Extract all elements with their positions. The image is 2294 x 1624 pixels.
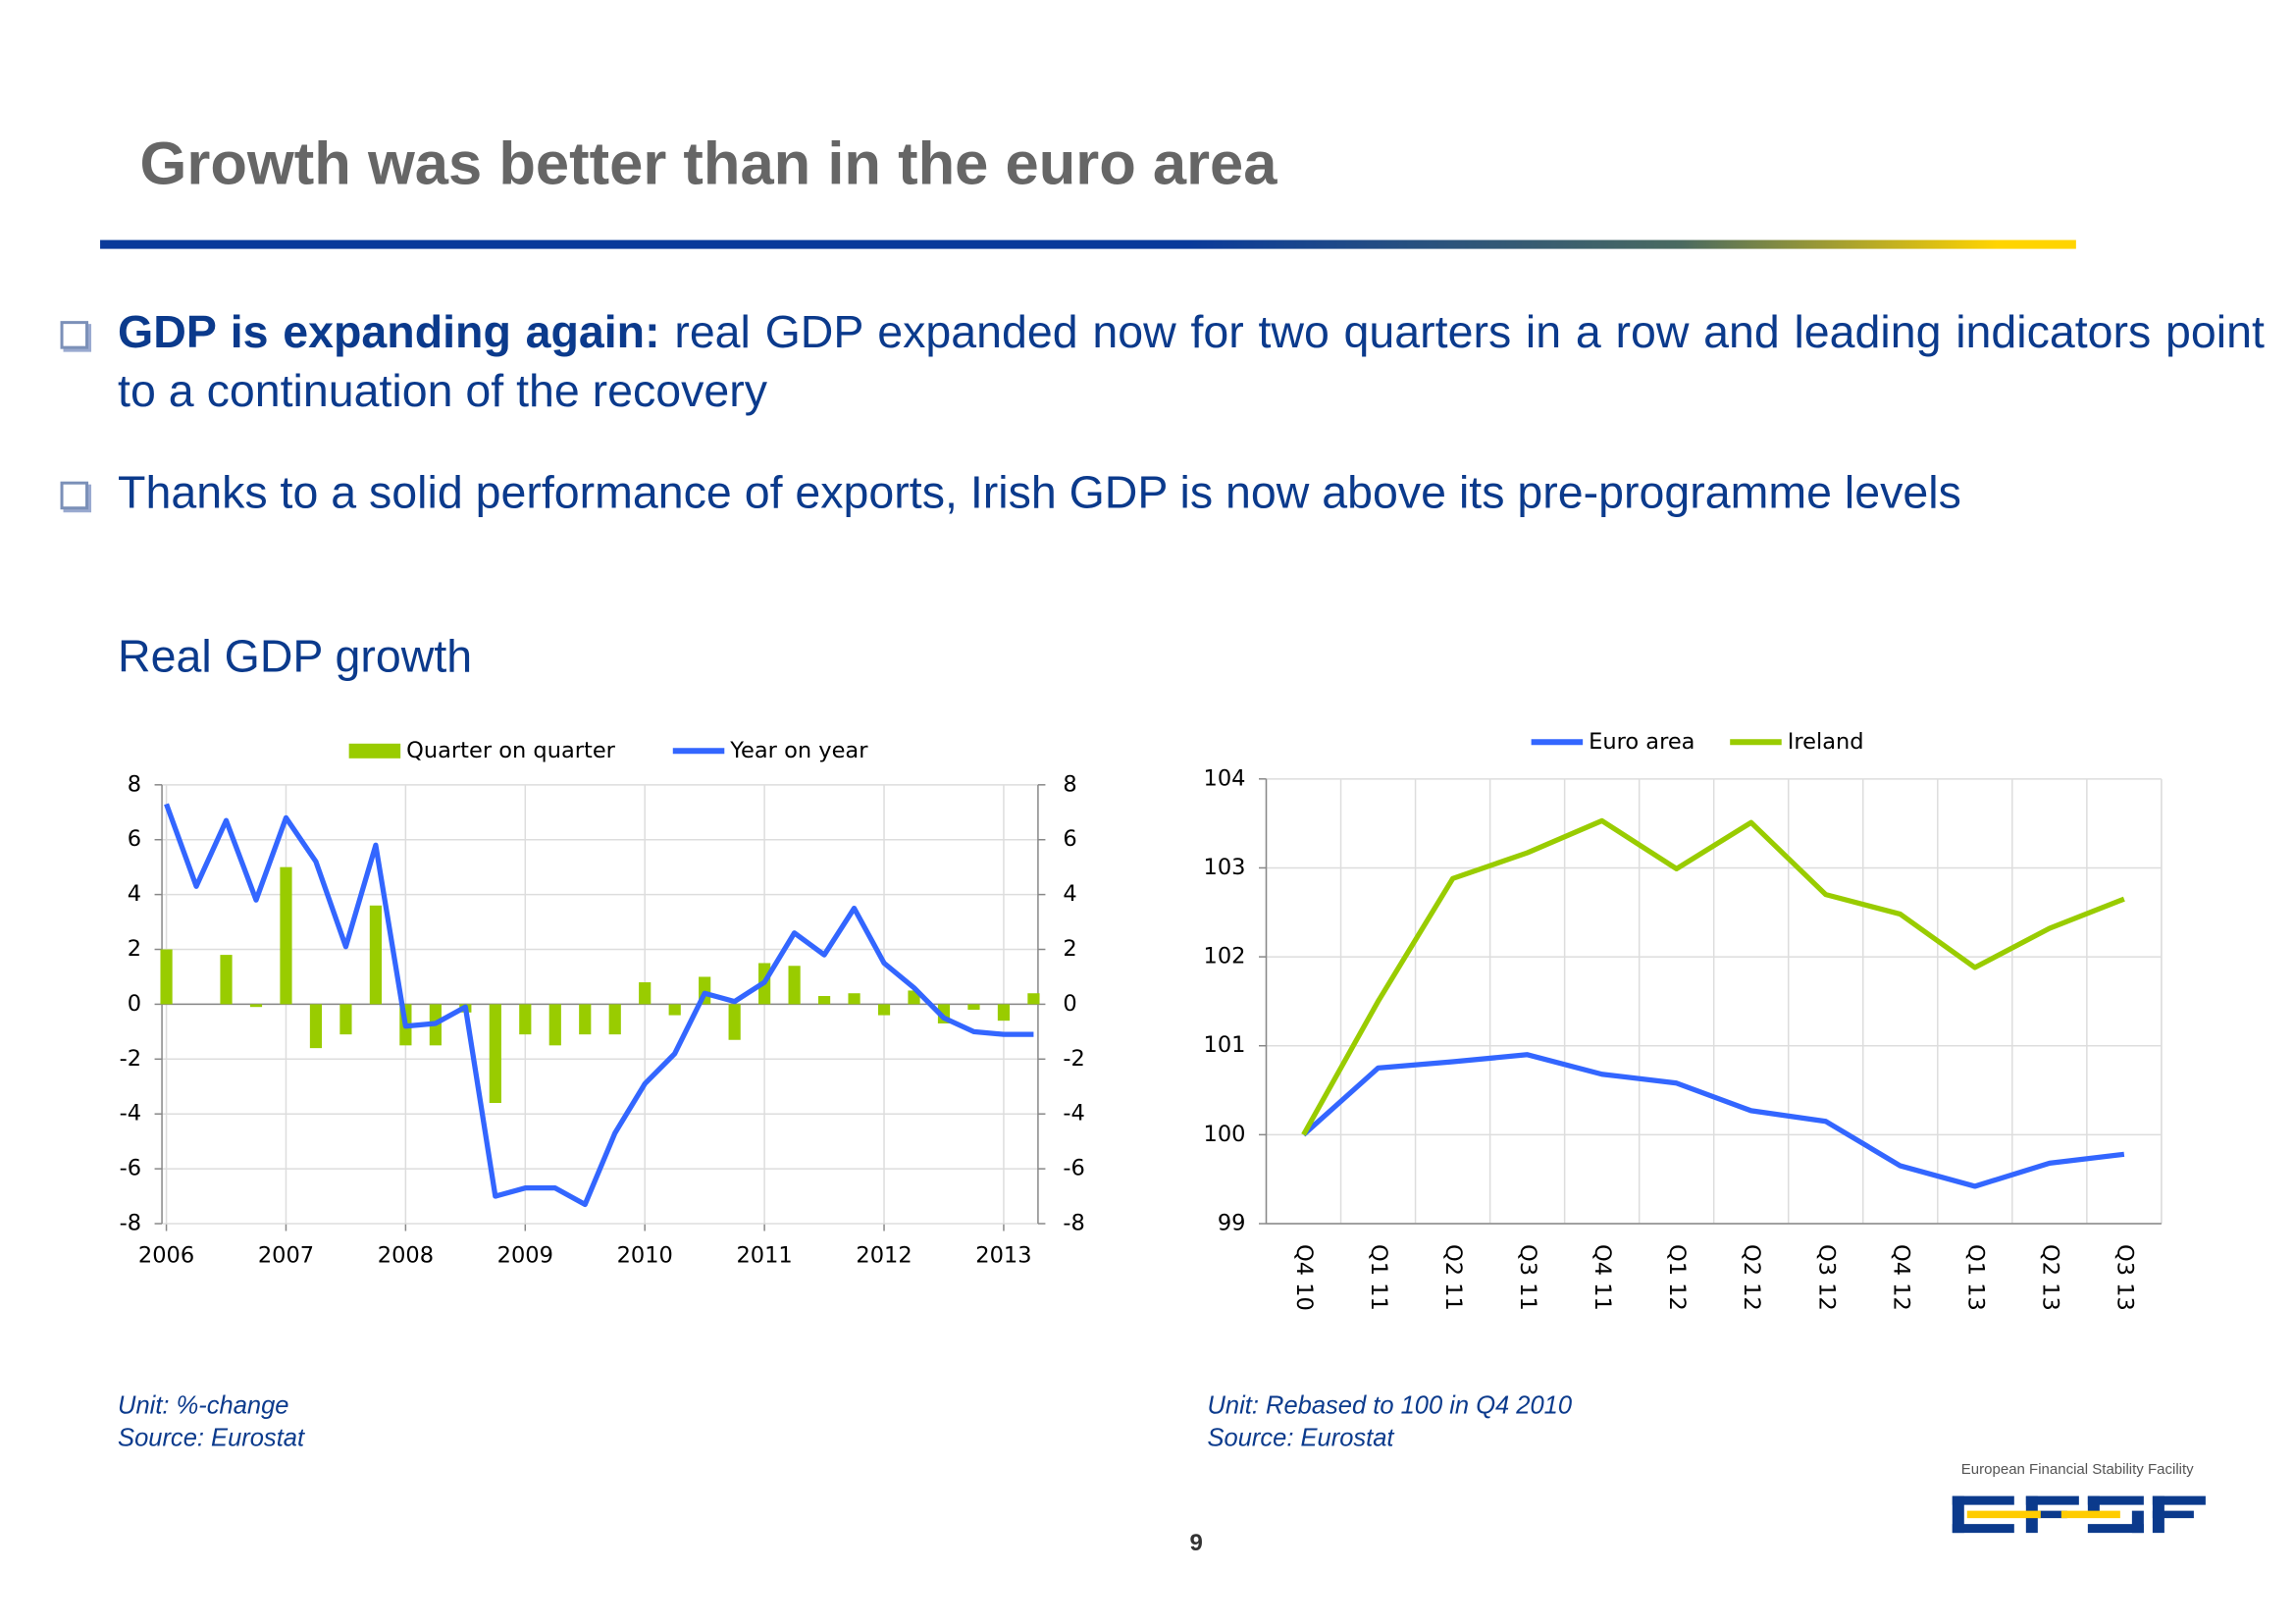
x-tick-label: 2013: [975, 1243, 1031, 1269]
chart-note: Unit: %-change Source: Eurostat: [118, 1390, 304, 1455]
x-tick-label: Q4 10: [1291, 1244, 1317, 1311]
bar: [639, 982, 652, 1005]
bullet-text: real GDP expanded now for two quarters i…: [118, 306, 2265, 417]
bar: [309, 1004, 323, 1049]
y-tick-label: 102: [1204, 944, 1246, 969]
x-tick-label: Q1 11: [1366, 1244, 1391, 1311]
bar: [280, 866, 292, 1005]
bullet-bold: GDP is expanding again:: [118, 306, 660, 358]
section-title: Real GDP growth: [118, 630, 473, 682]
bar: [788, 966, 801, 1005]
bar: [728, 1004, 741, 1040]
y2-tick-label: -2: [1063, 1046, 1084, 1072]
bar: [877, 1004, 891, 1016]
page-number: 9: [1189, 1531, 1203, 1557]
x-tick-label: Q3 12: [1813, 1244, 1839, 1311]
bar: [489, 1004, 501, 1104]
y-tick-label: -8: [120, 1210, 141, 1235]
bar: [249, 1004, 263, 1008]
x-tick-label: 2012: [856, 1243, 912, 1269]
bullet-icon: [60, 481, 89, 510]
x-tick-label: Q2 11: [1440, 1244, 1466, 1311]
x-tick-label: Q4 11: [1590, 1244, 1615, 1311]
y-tick-label: 100: [1204, 1122, 1246, 1147]
y-tick-label: 99: [1218, 1210, 1246, 1235]
x-tick-label: 2006: [138, 1243, 194, 1269]
note-line: Unit: Rebased to 100 in Q4 2010: [1207, 1391, 1573, 1420]
y2-tick-label: 4: [1063, 881, 1076, 907]
x-tick-label: 2007: [258, 1243, 314, 1269]
bullet-icon: [60, 321, 89, 349]
bar: [579, 1004, 592, 1035]
legend-label: Year on year: [729, 738, 868, 763]
bar: [548, 1004, 561, 1046]
logo-caption: European Financial Stability Facility: [1960, 1462, 2194, 1479]
note-line: Source: Eurostat: [1207, 1424, 1394, 1452]
bar: [817, 996, 831, 1005]
y-tick-label: 104: [1204, 765, 1246, 791]
note-line: Unit: %-change: [118, 1391, 289, 1420]
bar: [369, 905, 383, 1005]
y2-tick-label: 0: [1063, 991, 1076, 1017]
x-tick-label: Q2 13: [2037, 1244, 2062, 1311]
x-tick-label: Q3 13: [2112, 1244, 2137, 1311]
y2-tick-label: 2: [1063, 936, 1076, 962]
bar: [1027, 993, 1040, 1005]
logo: [1952, 1495, 2206, 1534]
bullet: GDP is expanding again: real GDP expande…: [118, 303, 2265, 421]
y-tick-label: 6: [128, 826, 141, 852]
y-tick-label: -6: [120, 1156, 141, 1181]
y-tick-label: 101: [1204, 1032, 1246, 1058]
y-tick-label: 2: [128, 936, 141, 962]
line: [1301, 1052, 2125, 1189]
x-tick-label: 2009: [497, 1243, 553, 1269]
y2-tick-label: -6: [1063, 1156, 1084, 1181]
bullet: Thanks to a solid performance of exports…: [118, 464, 2265, 523]
bar: [967, 1004, 980, 1010]
note-line: Source: Eurostat: [118, 1424, 305, 1452]
line: [1301, 817, 2125, 1136]
bar: [339, 1004, 352, 1035]
bar: [668, 1004, 681, 1016]
x-tick-label: Q4 12: [1888, 1244, 1913, 1311]
slide-title: Growth was better than in the euro area: [139, 130, 1277, 198]
y2-tick-label: 6: [1063, 826, 1076, 852]
y2-tick-label: -8: [1063, 1210, 1084, 1235]
x-tick-label: Q2 12: [1739, 1244, 1764, 1311]
bar: [519, 1004, 532, 1035]
line: [164, 803, 1034, 1208]
y2-tick-label: 8: [1063, 771, 1076, 797]
y-tick-label: 4: [128, 881, 141, 907]
bar: [608, 1004, 621, 1035]
y-tick-label: 8: [128, 771, 141, 797]
x-tick-label: 2008: [378, 1243, 434, 1269]
bar: [160, 949, 173, 1005]
bar: [220, 955, 233, 1005]
legend-label: Quarter on quarter: [406, 738, 615, 763]
x-tick-label: Q1 13: [1962, 1244, 1988, 1311]
legend-label: Ireland: [1788, 729, 1864, 755]
bar: [997, 1004, 1011, 1022]
title-rule: [100, 239, 2076, 249]
x-tick-label: Q3 11: [1515, 1244, 1540, 1311]
x-tick-label: 2011: [736, 1243, 792, 1269]
y2-tick-label: -4: [1063, 1101, 1084, 1126]
y-tick-label: 103: [1204, 855, 1246, 880]
chart-note: Unit: Rebased to 100 in Q4 2010 Source: E…: [1207, 1390, 1572, 1455]
bar: [848, 993, 860, 1005]
bullet-text: Thanks to a solid performance of exports…: [118, 466, 1961, 519]
legend-label: Euro area: [1589, 729, 1694, 755]
legend-swatch: [348, 743, 401, 759]
y-tick-label: -2: [120, 1046, 141, 1072]
y-tick-label: 0: [128, 991, 141, 1017]
x-tick-label: 2010: [617, 1243, 673, 1269]
y-tick-label: -4: [120, 1101, 141, 1126]
x-tick-label: Q1 12: [1664, 1244, 1690, 1311]
